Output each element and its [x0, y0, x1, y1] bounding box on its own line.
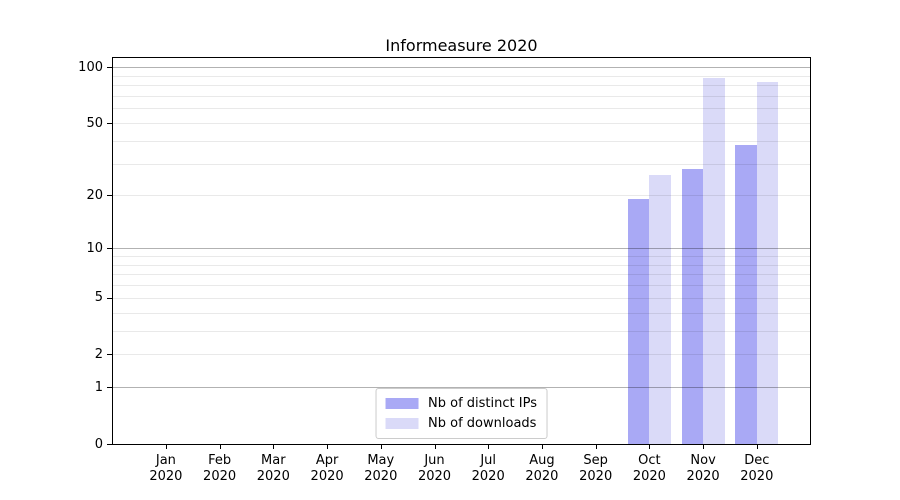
x-tick-month: Apr — [315, 453, 339, 468]
x-tick-year: 2020 — [149, 469, 183, 484]
y-tick-label: 1 — [94, 379, 103, 395]
x-tick-label-oct: Oct 2020 — [617, 453, 681, 485]
bar-downloads-oct — [649, 174, 671, 444]
legend-swatch-downloads — [385, 418, 419, 429]
x-tick-label-mar: Mar 2020 — [241, 453, 305, 485]
x-tick-label-sep: Sep 2020 — [564, 453, 628, 485]
x-tick-year: 2020 — [740, 469, 774, 484]
legend-label-distinct-ips: Nb of distinct IPs — [428, 396, 537, 411]
x-tick-year: 2020 — [203, 469, 237, 484]
x-tick-mark — [219, 445, 221, 449]
chart-title: Informeasure 2020 — [385, 36, 538, 55]
x-tick-label-feb: Feb 2020 — [188, 453, 252, 485]
x-tick-month: Dec — [744, 453, 770, 468]
x-tick-mark — [595, 445, 597, 449]
x-tick-month: May — [367, 453, 395, 468]
x-tick-label-apr: Apr 2020 — [295, 453, 359, 485]
x-tick-label-dec: Dec 2020 — [725, 453, 789, 485]
x-tick-year: 2020 — [632, 469, 666, 484]
x-tick-month: Jun — [424, 453, 445, 468]
y-tick-mark — [107, 123, 112, 124]
legend-item-distinct-ips: Nb of distinct IPs — [385, 396, 537, 411]
x-tick-label-jan: Jan 2020 — [134, 453, 198, 485]
y-tick-mark — [107, 195, 112, 197]
bar-distinct-ips-oct — [627, 199, 650, 444]
bar-distinct-ips-nov — [681, 169, 704, 444]
plot-area: 0 1 2 5 10 20 50 100 Jan 2020 Feb 2020 Mar 2020 Apr 20… — [78, 57, 811, 484]
x-tick-year: 2020 — [686, 469, 720, 484]
x-tick-mark — [488, 445, 490, 449]
x-tick-month: Aug — [529, 453, 555, 468]
x-tick-mark — [165, 445, 167, 449]
x-tick-year: 2020 — [364, 469, 398, 484]
legend-swatch-distinct-ips — [385, 398, 419, 409]
y-tick-label: 5 — [94, 290, 103, 306]
y-tick-label: 10 — [86, 240, 103, 256]
x-tick-mark — [756, 445, 758, 449]
bar-downloads-nov — [703, 77, 725, 444]
x-tick-month: Jan — [155, 453, 176, 468]
y-tick-label: 100 — [78, 59, 103, 75]
y-tick-mark — [107, 67, 112, 69]
x-tick-label-may: May 2020 — [349, 453, 413, 485]
x-tick-mark — [273, 445, 275, 449]
y-tick-mark — [107, 387, 112, 389]
y-tick-label: 2 — [94, 346, 103, 362]
x-tick-month: Oct — [638, 453, 661, 468]
gridline-major — [113, 67, 810, 69]
y-tick-mark — [107, 248, 112, 250]
legend-item-downloads: Nb of downloads — [385, 416, 537, 431]
x-tick-year: 2020 — [417, 469, 452, 484]
y-tick-label: 50 — [86, 115, 103, 131]
x-tick-month: Nov — [690, 453, 716, 468]
x-tick-label-nov: Nov 2020 — [671, 453, 735, 485]
x-tick-mark — [649, 445, 651, 449]
bar-distinct-ips-dec — [735, 144, 757, 444]
legend: Nb of distinct IPs Nb of downloads — [375, 388, 548, 439]
x-tick-year: 2020 — [579, 469, 613, 484]
y-tick-label: 20 — [86, 187, 103, 203]
x-tick-label-aug: Aug 2020 — [510, 453, 574, 485]
x-tick-month: Jul — [480, 453, 497, 468]
x-tick-mark — [380, 445, 382, 449]
x-tick-mark — [434, 445, 436, 449]
y-tick-mark — [107, 354, 112, 356]
x-tick-month: Feb — [208, 453, 232, 468]
x-tick-year: 2020 — [256, 469, 290, 484]
x-tick-month: Mar — [261, 453, 286, 468]
x-tick-mark — [703, 445, 705, 449]
x-tick-year: 2020 — [525, 469, 559, 484]
x-tick-label-jul: Jul 2020 — [456, 453, 520, 485]
y-tick-label: 0 — [94, 436, 103, 452]
bar-downloads-dec — [756, 82, 779, 444]
y-tick-mark — [107, 444, 112, 445]
x-tick-year: 2020 — [471, 469, 505, 484]
x-tick-year: 2020 — [310, 469, 344, 484]
legend-label-downloads: Nb of downloads — [428, 416, 537, 431]
x-tick-mark — [541, 445, 543, 449]
x-tick-mark — [327, 445, 329, 449]
y-tick-mark — [107, 297, 112, 299]
x-tick-month: Sep — [583, 453, 608, 468]
x-tick-label-jun: Jun 2020 — [403, 453, 467, 485]
